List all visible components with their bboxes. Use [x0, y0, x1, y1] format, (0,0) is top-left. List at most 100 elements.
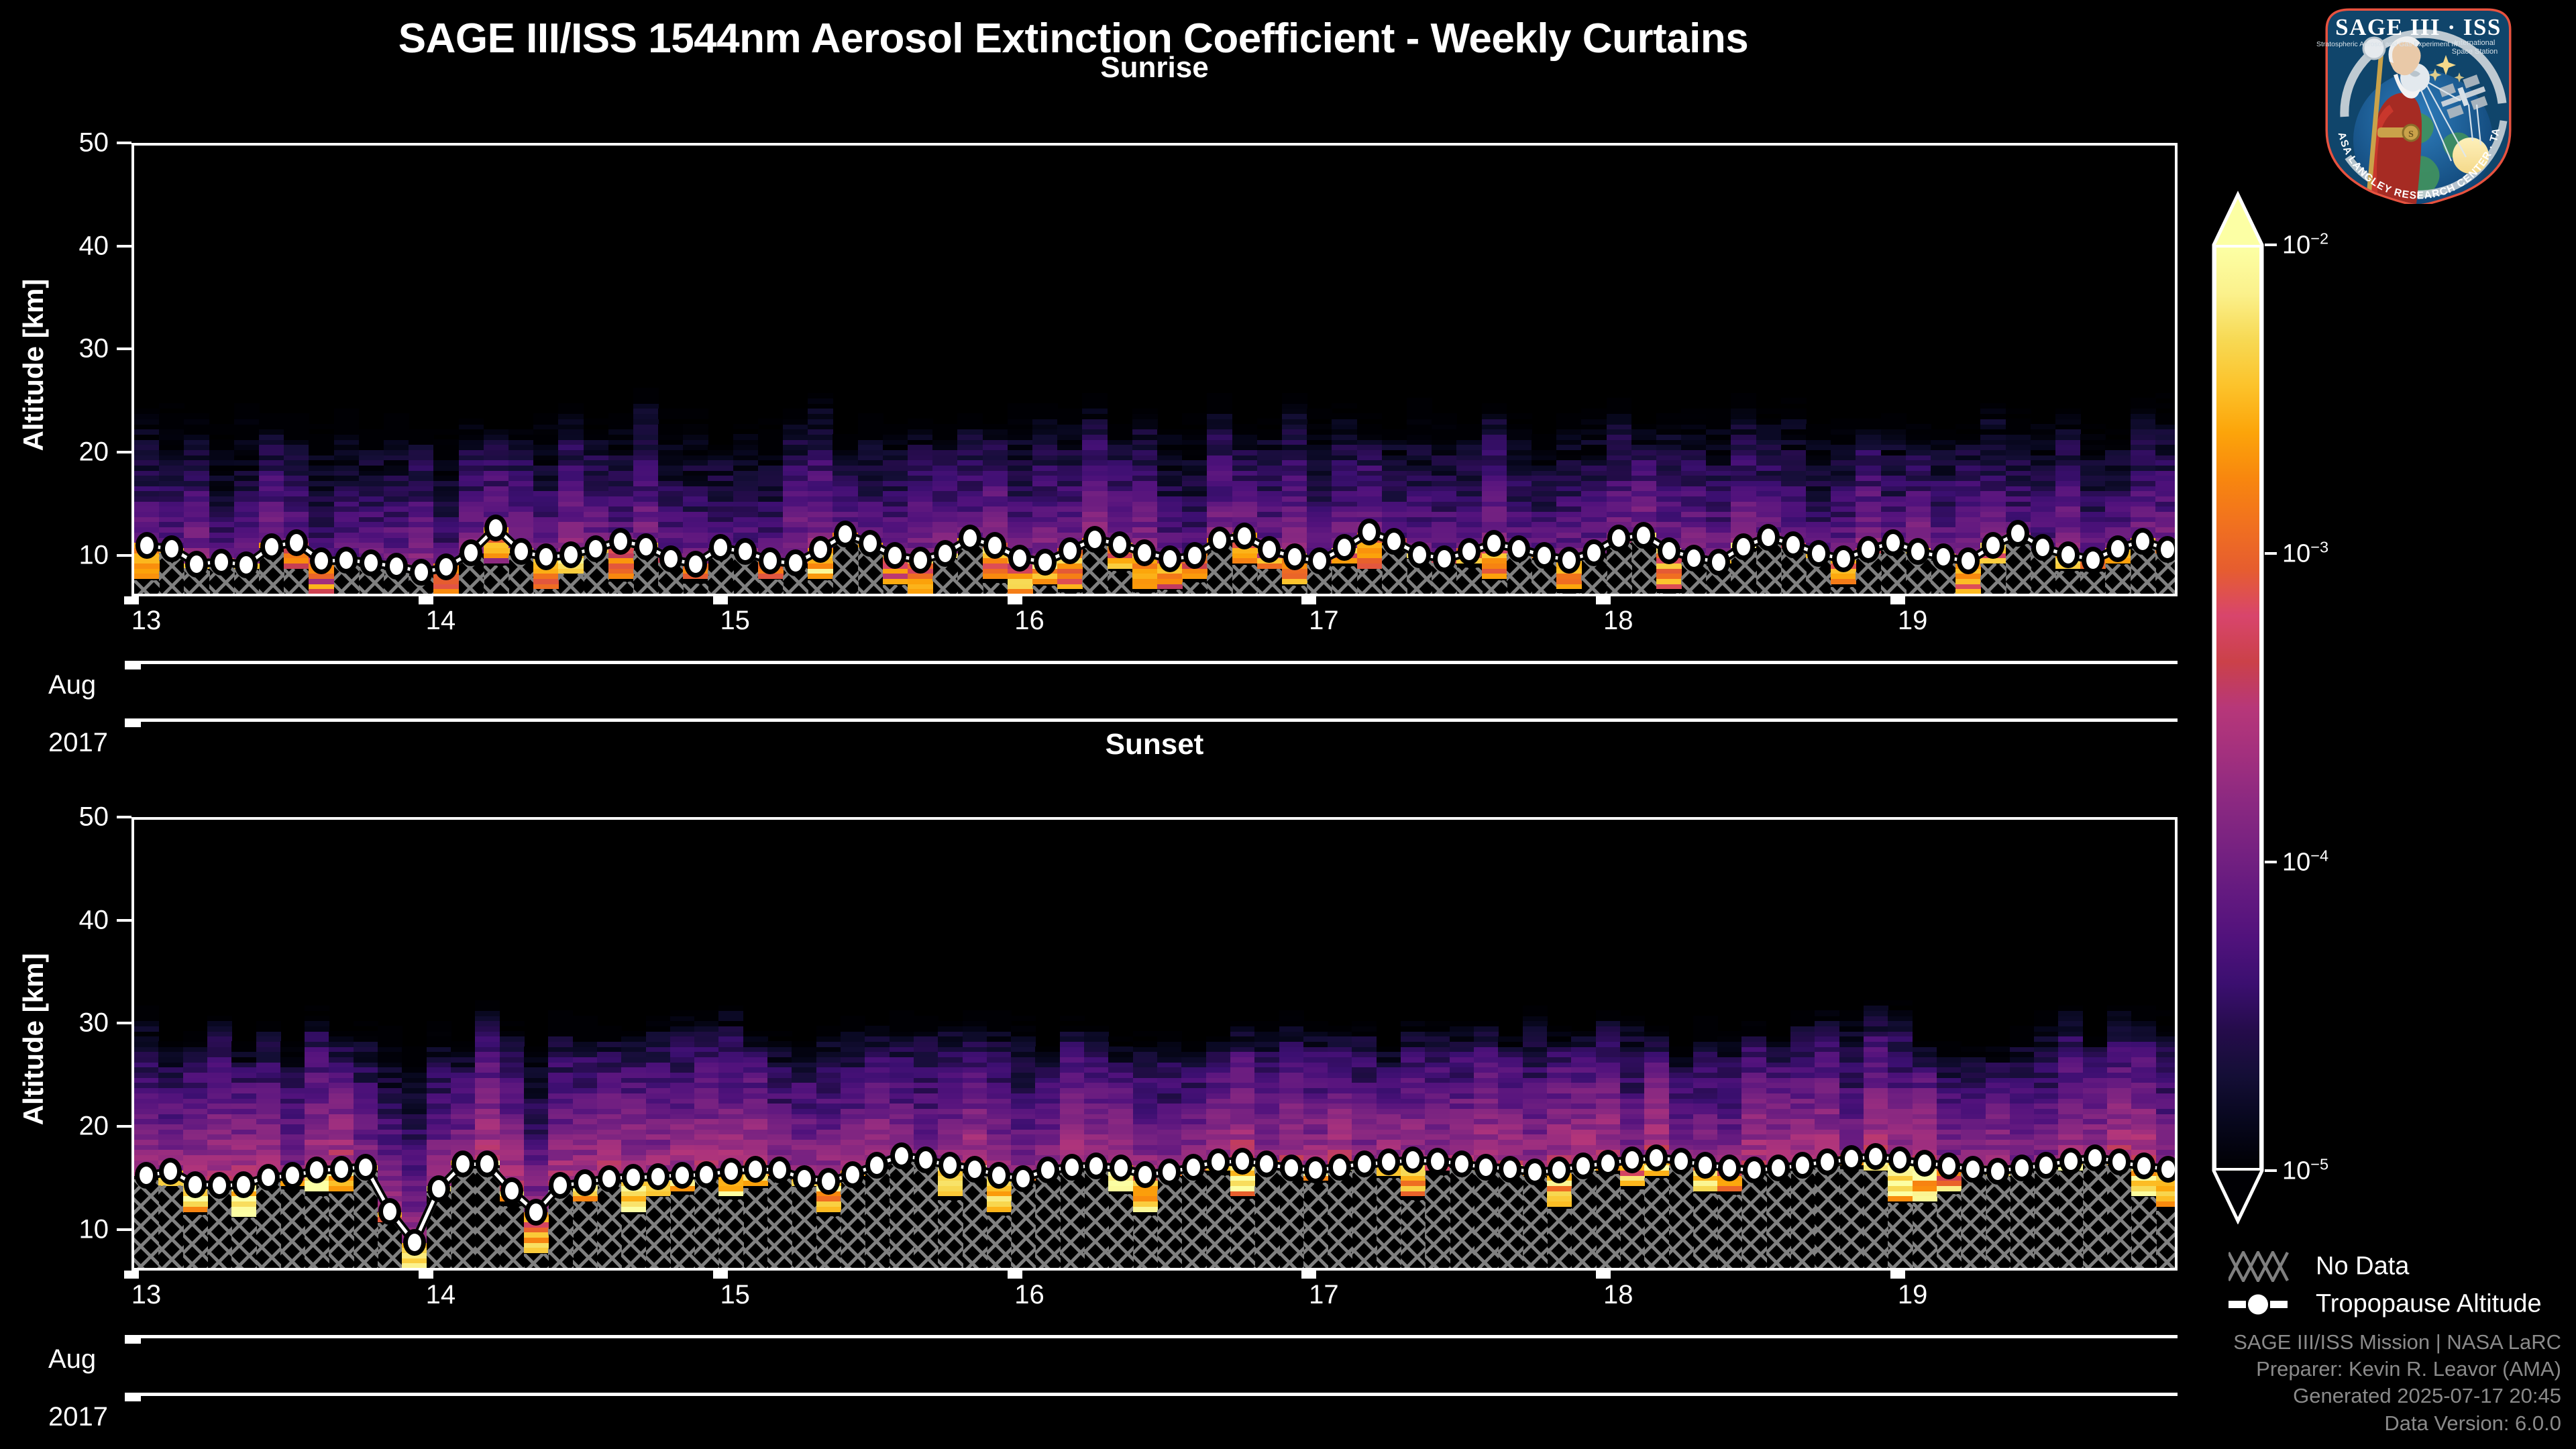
- curtain-cell: [1011, 1134, 1036, 1140]
- curtain-cell: [633, 444, 659, 450]
- curtain-cell: [1032, 413, 1058, 419]
- curtain-cell: [1556, 475, 1582, 481]
- curtain-cell: [1011, 1124, 1036, 1130]
- curtain-cell: [1082, 517, 1108, 523]
- curtain-cell: [1831, 501, 1857, 507]
- curtain-cell: [932, 475, 959, 481]
- curtain-cell: [645, 1113, 671, 1120]
- curtain-cell: [1606, 449, 1632, 455]
- curtain-cell: [882, 521, 908, 528]
- curtain-cell: [1182, 460, 1208, 466]
- curtain-cell: [256, 1057, 281, 1063]
- plot-area-sunrise[interactable]: [131, 143, 2178, 596]
- no-data-hatch: [1546, 1209, 1572, 1268]
- curtain-cell: [767, 1118, 793, 1124]
- curtain-cell: [757, 506, 784, 513]
- curtain-cell: [882, 465, 908, 471]
- curtain-cell: [233, 475, 260, 481]
- curtain-cell: [1406, 460, 1432, 466]
- curtain-cell: [1606, 490, 1632, 497]
- curtain-profile-column: [2155, 146, 2175, 594]
- curtain-cell: [1059, 1067, 1085, 1073]
- curtain-cell: [694, 1036, 720, 1042]
- curtain-cell: [1432, 521, 1458, 528]
- curtain-cell: [233, 517, 260, 523]
- curtain-cell: [402, 1113, 427, 1120]
- curtain-cell: [1806, 537, 1831, 543]
- curtain-cell: [572, 1124, 598, 1130]
- curtain-cell: [1376, 1108, 1401, 1114]
- curtain-cell: [596, 1057, 622, 1063]
- curtain-cell: [1425, 1026, 1450, 1032]
- curtain-cell: [458, 423, 484, 430]
- curtain-cell: [256, 1124, 281, 1130]
- curtain-cell: [1731, 408, 1757, 415]
- no-data-hatch: [1693, 1193, 1719, 1268]
- curtain-cell: [633, 527, 659, 533]
- curtain-cell: [358, 490, 384, 497]
- curtain-cell: [209, 460, 235, 466]
- curtain-cell: [708, 454, 734, 461]
- plot-area-sunset[interactable]: [131, 817, 2178, 1271]
- curtain-cell: [816, 1046, 841, 1053]
- curtain-cell: [1082, 501, 1108, 507]
- curtain-cell: [572, 1026, 598, 1032]
- curtain-cell: [280, 1113, 305, 1120]
- x-tick-mark: [712, 596, 728, 604]
- curtain-cell: [1432, 480, 1458, 486]
- curtain-cell: [1556, 429, 1582, 435]
- curtain-cell: [957, 460, 983, 466]
- curtain-cell: [280, 1041, 305, 1047]
- curtain-cell: [2105, 475, 2131, 481]
- curtain-cell: [1035, 1046, 1061, 1053]
- curtain-cell: [658, 449, 684, 455]
- curtain-cell: [383, 454, 409, 461]
- curtain-cell: [1980, 496, 2006, 502]
- curtain-cell: [857, 527, 883, 533]
- curtain-cell: [1425, 1057, 1450, 1063]
- curtain-cell: [1352, 1103, 1377, 1109]
- curtain-cell: [1303, 1097, 1328, 1104]
- curtain-cell: [1955, 460, 1982, 466]
- curtain-cell: [207, 1026, 232, 1032]
- curtain-cell: [572, 1082, 598, 1089]
- curtain-cell: [184, 470, 210, 476]
- curtain-cell: [231, 1041, 257, 1047]
- curtain-cell: [2055, 506, 2081, 513]
- curtain-cell: [284, 557, 310, 564]
- curtain-cell: [258, 517, 284, 523]
- curtain-cell: [1856, 444, 1882, 450]
- curtain-cell: [1606, 408, 1632, 415]
- curtain-cell: [1207, 392, 1233, 399]
- curtain-cell: [596, 1160, 622, 1166]
- curtain-cell: [433, 521, 460, 528]
- curtain-cell: [658, 423, 684, 430]
- curtain-cell: [1132, 1149, 1158, 1155]
- curtain-cell: [451, 1113, 476, 1120]
- no-data-hatch: [1706, 566, 1732, 594]
- curtain-cell: [1581, 496, 1607, 502]
- curtain-cell: [1356, 480, 1383, 486]
- no-data-hatch: [1011, 1182, 1036, 1268]
- curtain-cell: [733, 465, 759, 471]
- curtain-cell: [1432, 527, 1458, 533]
- curtain-cell: [402, 1118, 427, 1124]
- curtain-cell: [458, 449, 484, 455]
- tropopause-marker: [1857, 536, 1880, 564]
- curtain-cell: [2005, 506, 2031, 513]
- curtain-cell: [1449, 1093, 1474, 1099]
- curtain-cell: [733, 454, 759, 461]
- curtain-cell: [583, 454, 609, 461]
- curtain-cell: [426, 1051, 451, 1058]
- curtain-cell: [1880, 429, 1907, 435]
- curtain-cell: [840, 1139, 865, 1145]
- curtain-cell: [134, 1155, 159, 1161]
- curtain-cell: [1057, 501, 1083, 507]
- curtain-cell: [1281, 573, 1307, 579]
- curtain-cell: [1619, 1041, 1645, 1047]
- curtain-cell: [1084, 1082, 1110, 1089]
- curtain-cell: [2080, 506, 2106, 513]
- curtain-cell: [231, 1103, 257, 1109]
- curtain-cell: [1546, 1093, 1572, 1099]
- curtain-cell: [1432, 475, 1458, 481]
